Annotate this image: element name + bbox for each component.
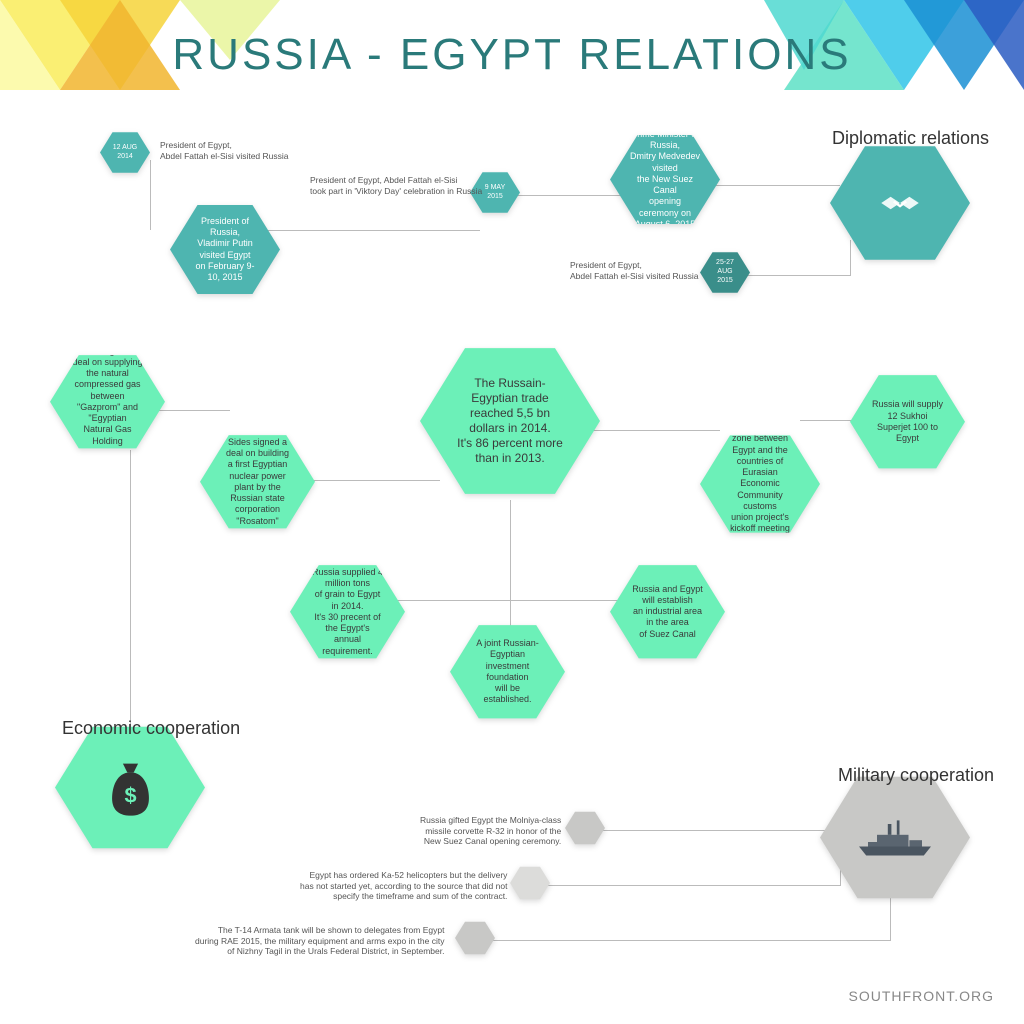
connector bbox=[700, 185, 840, 186]
warship-icon bbox=[850, 815, 940, 860]
hex-text: The free-trade zone betweenEgypt and the… bbox=[722, 422, 799, 546]
economic-label: Economic cooperation bbox=[62, 718, 240, 739]
info-hex: Russia supplied 4 million tonsof grain t… bbox=[290, 560, 405, 664]
hex-text: Russia and Egypt will establishan indust… bbox=[631, 584, 705, 640]
handshake-icon bbox=[875, 178, 925, 228]
diplomatic-section-hex bbox=[830, 140, 970, 266]
hex-side-text: The T-14 Armata tank will be shown to de… bbox=[195, 925, 444, 957]
hex-text: President of Russia,Vladimir Putin visit… bbox=[190, 216, 260, 284]
info-hex: Russia will supply12 Sukhoi Superjet 100… bbox=[850, 370, 965, 474]
diplomatic-label: Diplomatic relations bbox=[832, 128, 989, 149]
connector bbox=[150, 160, 151, 230]
hex-text: Sides signed a deal on supplyingthe natu… bbox=[71, 346, 145, 459]
hex-text: 12 AUG 2014 bbox=[109, 144, 141, 162]
info-hex: A joint Russian-Egyptianinvestment found… bbox=[450, 620, 565, 724]
info-hex bbox=[510, 865, 550, 901]
info-hex bbox=[565, 810, 605, 846]
hex-side-text: Russia gifted Egypt the Molniya-classmis… bbox=[420, 815, 561, 847]
military-section-hex bbox=[820, 770, 970, 905]
info-hex: President of Russia,Vladimir Putin visit… bbox=[170, 200, 280, 299]
connector bbox=[580, 430, 720, 431]
svg-text:$: $ bbox=[124, 783, 136, 808]
military-label: Military cooperation bbox=[838, 765, 994, 786]
hex-text: Prime Minister of Russia,Dmitry Medvedev… bbox=[630, 129, 700, 230]
hex-side-text: Egypt has ordered Ka-52 helicopters but … bbox=[300, 870, 507, 902]
hex-side-text: President of Egypt, Abdel Fattah el-Sisi… bbox=[310, 175, 482, 196]
info-hex: The free-trade zone betweenEgypt and the… bbox=[700, 430, 820, 538]
hex-side-text: President of Egypt,Abdel Fattah el-Sisi … bbox=[160, 140, 289, 161]
info-hex: Sides signed a deal on buildinga first E… bbox=[200, 430, 315, 534]
hex-text: Sides signed a deal on buildinga first E… bbox=[221, 437, 295, 527]
connector bbox=[600, 830, 840, 831]
page-title: RUSSIA - EGYPT RELATIONS bbox=[0, 30, 1024, 80]
info-hex: Sides signed a deal on supplyingthe natu… bbox=[50, 350, 165, 454]
connector bbox=[300, 480, 440, 481]
info-hex: Prime Minister of Russia,Dmitry Medvedev… bbox=[610, 130, 720, 229]
hex-text: The Russain-Egyptian tradereached 5,5 bn… bbox=[452, 376, 567, 466]
connector bbox=[490, 940, 890, 941]
hex-text: Russia will supply12 Sukhoi Superjet 100… bbox=[871, 399, 945, 444]
connector bbox=[260, 230, 480, 231]
info-hex: 12 AUG 2014 bbox=[100, 130, 150, 175]
info-hex: Russia and Egypt will establishan indust… bbox=[610, 560, 725, 664]
connector bbox=[510, 500, 511, 640]
hex-text: A joint Russian-Egyptianinvestment found… bbox=[471, 638, 545, 706]
info-hex: The Russain-Egyptian tradereached 5,5 bn… bbox=[420, 340, 600, 502]
connector bbox=[130, 450, 131, 750]
hex-text: 9 MAY 2015 bbox=[479, 184, 511, 202]
hex-side-text: President of Egypt,Abdel Fattah el-Sisi … bbox=[570, 260, 699, 281]
hex-text: 25-27 AUG 2015 bbox=[709, 259, 741, 285]
info-hex bbox=[455, 920, 495, 956]
hex-text: Russia supplied 4 million tonsof grain t… bbox=[311, 567, 385, 657]
money-bag-icon: $ bbox=[103, 755, 158, 820]
info-hex: 25-27 AUG 2015 bbox=[700, 250, 750, 295]
connector bbox=[545, 885, 840, 886]
footer-source: SOUTHFRONT.ORG bbox=[849, 988, 994, 1004]
economic-section-hex: $ bbox=[55, 720, 205, 855]
